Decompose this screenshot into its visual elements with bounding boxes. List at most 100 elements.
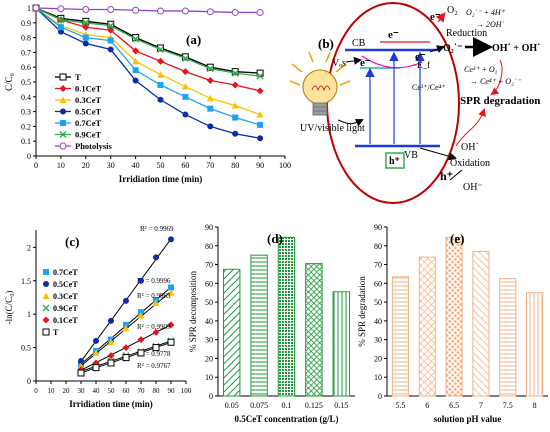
a-legend-label-0-1cet: 0.1CeT <box>75 84 102 94</box>
e-x-axis-label: solution pH value <box>434 414 502 424</box>
a-point-0-9cet <box>256 72 264 80</box>
a-point-0-1cet <box>206 77 214 85</box>
c-y-tick-label: 1 <box>27 310 31 319</box>
a-y-tick-label: 0.6 <box>21 63 31 72</box>
e-x-tick-label: 8 <box>533 401 537 410</box>
a-point-0-5cet <box>82 40 89 47</box>
a-series-line-0-5cet <box>35 7 261 139</box>
a-panel-letter: (a) <box>186 32 201 47</box>
c-legend-marker-0-7cet <box>43 269 49 275</box>
c-y-axis-label: -ln(C/C₀) <box>4 291 14 325</box>
equation-2-line-2: → Ce⁴⁺ + O₂˙⁻ <box>470 77 522 86</box>
e-y-tick-label: 0 <box>378 392 382 401</box>
c-r2-label-t: R² = 0.9767 <box>137 362 171 370</box>
e-x-tick-label: 6.5 <box>449 401 459 410</box>
a-legend-label-0-5cet: 0.5CeT <box>75 107 102 117</box>
c-y-tick-label: 1.5 <box>21 277 31 286</box>
a-x-tick-label: 10 <box>57 161 65 170</box>
a-point-0-7cet <box>182 93 189 100</box>
a-point-photolysis <box>132 6 140 14</box>
electron-label-1: e⁻ <box>388 29 399 41</box>
c-point-0-3cet <box>92 349 100 356</box>
e-y-tick-label: 90 <box>374 223 382 232</box>
e-y-tick-label: 40 <box>374 317 382 326</box>
c-r2-label-0-5cet: R² = 0.9969 <box>140 225 174 233</box>
d-bar-0-125 <box>305 263 323 397</box>
c-y-tick-label: 0 <box>27 377 31 386</box>
a-point-0-7cet <box>57 24 64 31</box>
c-point-t <box>122 354 130 362</box>
c-x-tick-label: 100 <box>181 387 192 395</box>
e-bar-6-5 <box>445 236 463 397</box>
a-point-0-9cet <box>231 69 239 77</box>
c-point-0-5cet <box>153 254 159 261</box>
electron-label-4: e⁻ <box>430 11 441 23</box>
a-y-tick-label: 0.7 <box>21 48 31 57</box>
d-bar-0-075 <box>250 254 268 397</box>
d-y-tick-label: 60 <box>205 279 213 288</box>
a-series-line-0-1cet <box>35 7 261 92</box>
a-point-0-7cet <box>207 105 214 112</box>
a-x-tick-label: 70 <box>206 161 214 170</box>
a-point-0-9cet <box>82 19 90 27</box>
c-point-0-1cet <box>152 328 160 336</box>
a-legend-marker-0-3cet <box>59 96 67 103</box>
a-point-photolysis <box>82 5 90 13</box>
electron-label-3: e⁻ <box>415 51 426 63</box>
panel-c-kinetics-chart: 00.511.520 10 20 30 40 50 60 70 80 90 100Irridiati… <box>4 225 192 409</box>
e-x-tick-label: 7 <box>479 401 483 410</box>
c-point-t <box>167 338 175 346</box>
c-r2-label-0-3cet: R² = 0.9963 <box>137 292 171 300</box>
a-legend-marker-0-1cet <box>59 85 67 92</box>
vb-label: VB <box>404 150 418 161</box>
a-point-photolysis <box>107 5 115 13</box>
c-point-0-1cet <box>167 321 175 329</box>
equation-1-line-2: → 2OH˙ <box>476 20 505 29</box>
e-y-tick-label: 60 <box>374 279 382 288</box>
a-point-0-9cet <box>107 22 115 30</box>
a-point-0-7cet <box>107 37 114 44</box>
c-legend-label-0-5cet: 0.5CeT <box>53 280 78 289</box>
a-y-tick-label: 0 <box>27 152 31 161</box>
a-y-axis-label: C/C₀ <box>4 73 14 91</box>
a-point-0-1cet <box>132 47 140 55</box>
c-legend-marker-0-5cet <box>43 281 49 287</box>
d-y-tick-label: 80 <box>205 242 213 251</box>
a-legend-marker-photolysis <box>59 142 67 150</box>
e-panel-letter: (e) <box>450 231 464 246</box>
a-point-photolysis <box>32 4 40 12</box>
c-point-0-1cet <box>107 352 115 360</box>
c-legend-label-0-7cet: 0.7CeT <box>53 268 78 277</box>
a-y-tick-label: 0.1 <box>21 137 31 146</box>
a-series-line-0-7cet <box>35 7 261 126</box>
d-y-tick-label: 40 <box>205 317 213 326</box>
a-point-0-7cet <box>232 114 239 121</box>
c-x-tick-label: 40 <box>93 387 101 395</box>
a-point-0-9cet <box>132 35 140 43</box>
d-bar-0-05 <box>222 268 241 397</box>
c-legend-label-0-9cet: 0.9CeT <box>53 304 78 313</box>
d-y-tick-label: 50 <box>205 298 213 307</box>
a-x-tick-label: 90 <box>256 161 264 170</box>
c-point-0-3cet <box>77 362 85 370</box>
a-legend-label-t: T <box>75 72 81 82</box>
c-point-0-3cet <box>137 312 145 319</box>
panel-b-mechanism-diagram: (b) UV/visible light Vₒs CB VB e⁻ e⁻ e⁻ … <box>289 2 540 204</box>
reduction-label: Reduction <box>446 28 487 39</box>
a-point-0-1cet <box>157 57 164 65</box>
a-point-0-9cet <box>57 16 65 24</box>
a-point-0-7cet <box>257 121 264 128</box>
c-r2-label-0-1cet: R² = 0.9909 <box>137 323 171 331</box>
e-y-tick-label: 70 <box>374 261 382 270</box>
a-y-tick-label: 0.8 <box>21 34 31 43</box>
c-r2-label-0-9cet: R² = 0.9778 <box>137 350 171 358</box>
c-x-tick-label: 50 <box>108 387 116 395</box>
d-y-axis-label: % SPR decomposition <box>188 271 198 353</box>
e-bar-5-5 <box>391 276 409 397</box>
e-bar-8 <box>526 292 544 397</box>
c-legend-marker-0-9cet <box>42 304 50 312</box>
a-point-0-9cet <box>206 65 214 73</box>
a-legend-marker-t <box>59 73 67 81</box>
c-point-t <box>137 349 145 357</box>
c-legend-label-t: T <box>53 328 59 337</box>
